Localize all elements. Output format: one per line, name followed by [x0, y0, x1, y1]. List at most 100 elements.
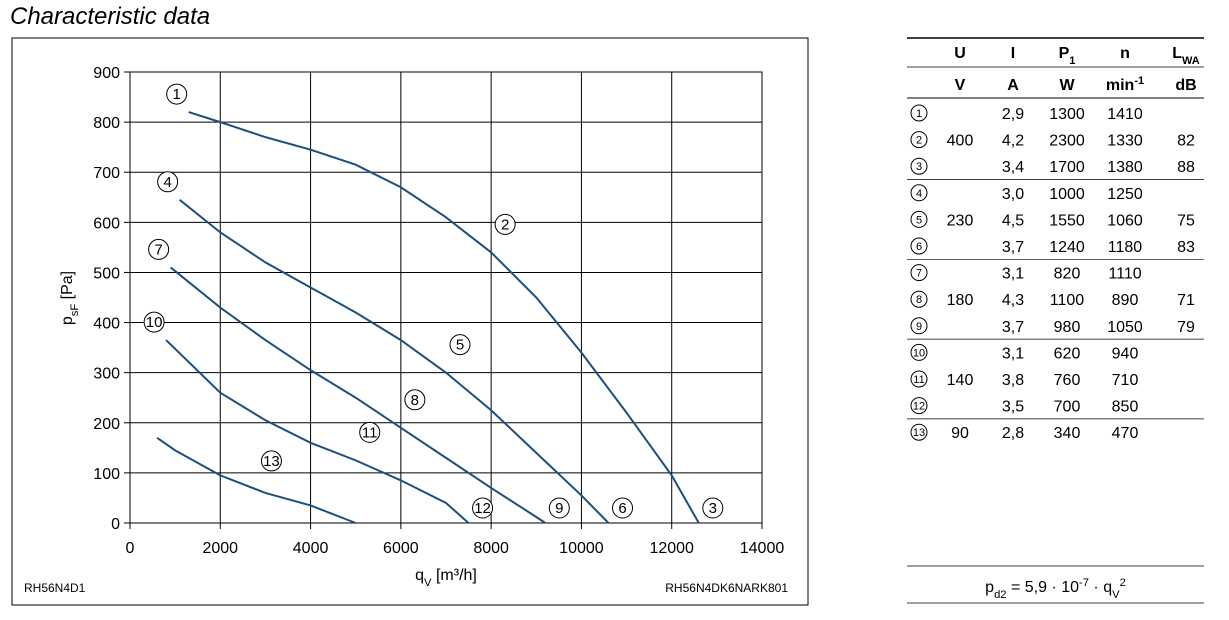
header-cell: LWA	[1172, 45, 1200, 67]
table-cell: 140	[947, 372, 974, 389]
id-circle	[910, 423, 928, 441]
id-circle	[910, 157, 928, 175]
table-cell: 1250	[1107, 186, 1143, 203]
table-cell: 71	[1177, 292, 1195, 309]
x-tick-label: 0	[126, 540, 135, 557]
text-part: U	[954, 45, 966, 62]
label-circle	[404, 389, 426, 411]
text-part: q	[415, 567, 424, 584]
text-part: p	[985, 579, 994, 596]
label-circle	[494, 213, 516, 235]
table-cell: 1110	[1108, 266, 1141, 283]
text-part: dB	[1175, 77, 1196, 94]
table-cell: 2300	[1049, 133, 1085, 150]
x-tick-label: 2000	[202, 540, 238, 557]
x-tick-label: 10000	[559, 540, 604, 557]
table-cell: 4,5	[1002, 212, 1024, 229]
table-cell: 180	[947, 292, 974, 309]
text-part: [m³/h]	[432, 567, 477, 584]
chart-frame	[11, 37, 809, 606]
text-part: I	[1011, 45, 1015, 62]
id-circle	[910, 290, 928, 308]
table-cell: 3,7	[1002, 319, 1024, 336]
curve-label: 4	[163, 174, 171, 191]
text-part: [Pa]	[59, 271, 76, 304]
curve	[156, 436, 357, 524]
header-cell: I	[1011, 45, 1015, 62]
table-cell: 890	[1112, 292, 1139, 309]
row-id: 3	[916, 161, 922, 173]
chart-title: Characteristic data	[10, 3, 210, 30]
table-cell: 760	[1054, 372, 1081, 389]
curve-label: 2	[501, 216, 509, 233]
table-cell: 3,5	[1002, 399, 1024, 416]
table-cell: 75	[1177, 212, 1195, 229]
table-cell: 1180	[1108, 239, 1143, 256]
label-circle	[548, 497, 570, 519]
y-tick-label: 800	[93, 115, 120, 132]
text-part: WA	[1182, 55, 1200, 67]
label-circle	[702, 497, 724, 519]
row-id: 12	[913, 401, 925, 413]
curve-label: 10	[146, 314, 163, 331]
text-part: -1	[1134, 75, 1144, 87]
text-part: sF	[69, 304, 81, 317]
text-part: n	[1120, 45, 1130, 62]
table-cell: 1240	[1049, 239, 1085, 256]
y-tick-label: 0	[111, 516, 120, 533]
table-cell: 620	[1054, 345, 1081, 362]
text-part: 1	[1069, 55, 1075, 67]
table-cell: 700	[1054, 399, 1081, 416]
row-id: 1	[916, 108, 922, 120]
formula: pd2 = 5,9 · 10-7 · qV2	[985, 577, 1126, 601]
x-tick-label: 6000	[383, 540, 419, 557]
table-cell: 3,0	[1002, 186, 1024, 203]
table-cell: 3,7	[1002, 239, 1024, 256]
text-part: 2	[1120, 577, 1126, 589]
label-circle	[157, 171, 179, 193]
table-cell: 2,8	[1002, 425, 1024, 442]
table-cell: 82	[1177, 133, 1195, 150]
header-cell: U	[954, 45, 966, 62]
label-circle	[143, 311, 165, 333]
table-cell: 1410	[1107, 106, 1143, 123]
text-part: A	[1007, 77, 1019, 94]
table-cell: 230	[947, 212, 974, 229]
table-cell: 3,4	[1002, 159, 1024, 176]
row-id: 5	[916, 214, 922, 226]
table-cell: 1330	[1107, 133, 1143, 150]
table-cell: 1050	[1107, 319, 1143, 336]
table-cell: 2,9	[1002, 106, 1024, 123]
table-cell: 400	[947, 133, 974, 150]
y-tick-label: 700	[93, 165, 120, 182]
text-part: V	[424, 577, 432, 589]
header-cell: n	[1120, 45, 1130, 62]
row-id: 4	[916, 188, 922, 200]
curve-label: 13	[263, 453, 280, 470]
table-cell: 3,8	[1002, 372, 1024, 389]
table-cell: 1300	[1049, 106, 1085, 123]
table-cell: 850	[1112, 399, 1139, 416]
text-part: V	[955, 77, 966, 94]
curve-label: 11	[362, 424, 378, 441]
y-tick-label: 300	[93, 366, 120, 383]
text-part: = 5,9 · 10	[1007, 579, 1080, 596]
row-id: 6	[916, 241, 922, 253]
header-cell: P1	[1059, 45, 1076, 67]
id-circle	[910, 237, 928, 255]
id-circle	[910, 397, 928, 415]
row-id: 7	[916, 268, 922, 280]
table-cell: 980	[1054, 319, 1081, 336]
y-tick-label: 600	[93, 215, 120, 232]
row-id: 9	[916, 321, 922, 333]
header-cell: dB	[1175, 77, 1196, 94]
header-cell: V	[955, 77, 966, 94]
text-part: P	[1059, 45, 1070, 62]
curve	[188, 111, 700, 524]
id-circle	[910, 184, 928, 202]
label-circle	[166, 83, 188, 105]
curve-label: 7	[154, 241, 162, 258]
text-part: V	[1112, 589, 1120, 601]
y-axis-label: psF [Pa]	[59, 271, 81, 325]
